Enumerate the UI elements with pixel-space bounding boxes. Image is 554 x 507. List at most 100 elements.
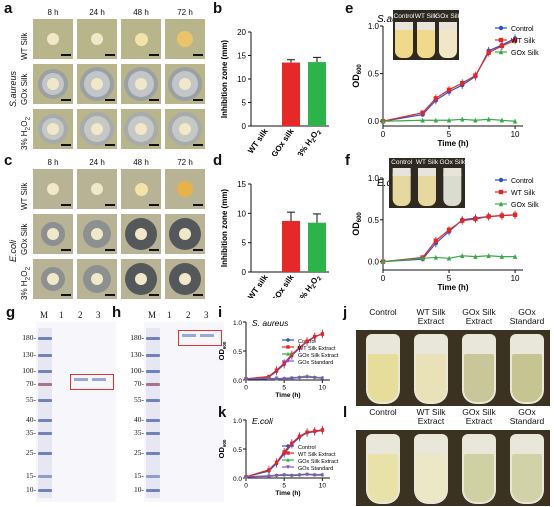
data-point — [498, 49, 504, 55]
marker-label: 130- — [22, 350, 36, 359]
ladder-band — [38, 475, 52, 478]
silk-disc — [47, 78, 59, 90]
data-point — [499, 253, 505, 259]
marker-label: 10- — [26, 485, 36, 494]
panel-label-f: f — [345, 152, 350, 169]
plate-cell — [165, 109, 205, 149]
plate-cell — [33, 19, 73, 59]
x-tick-label: 10 — [319, 385, 327, 392]
ladder-band — [38, 370, 52, 373]
marker-label: 130- — [130, 350, 144, 359]
scale-bar — [105, 249, 115, 251]
scale-bar — [193, 204, 203, 206]
bar — [282, 220, 300, 272]
y-axis-label: OD600 — [217, 439, 227, 458]
legend-label: Control — [511, 178, 534, 185]
marker-label: 180- — [130, 333, 144, 342]
data-point — [433, 117, 439, 123]
panel-label-h: h — [112, 304, 122, 321]
row-label: GOx Silk — [20, 223, 29, 255]
data-point — [512, 118, 518, 124]
plate-cell — [77, 259, 117, 299]
series-line — [382, 214, 516, 263]
panel-label-d: d — [213, 152, 223, 169]
x-tick-label: 10 — [511, 274, 520, 283]
ladder-band — [38, 419, 52, 422]
plate-cell — [77, 19, 117, 59]
tube — [392, 168, 411, 206]
tube-cap — [443, 168, 462, 176]
ladder-band — [146, 370, 160, 373]
y-tick-label: 0.5 — [233, 349, 242, 356]
y-tick-label: 0 — [242, 122, 247, 131]
plate-cell — [165, 214, 205, 254]
data-point — [274, 376, 279, 381]
tube — [417, 22, 435, 58]
time-label: 8 h — [47, 158, 59, 167]
time-label: 8 h — [47, 8, 59, 17]
y-axis-label: OD600 — [217, 341, 227, 360]
scale-bar — [61, 204, 71, 206]
panel-label-k: k — [218, 404, 227, 421]
data-point — [446, 227, 452, 233]
data-point — [486, 253, 491, 258]
silk-disc — [134, 182, 148, 196]
row-label: 3% H2O2 — [20, 116, 32, 150]
silk-disc — [47, 228, 59, 240]
tube-liquid — [464, 354, 494, 402]
x-axis-label: Time (h) — [275, 490, 300, 497]
lane-label: M — [148, 310, 157, 320]
marker-label: 25- — [26, 448, 36, 457]
tube — [443, 168, 462, 206]
scale-bar — [193, 249, 203, 251]
data-point — [486, 214, 491, 219]
data-point — [433, 238, 439, 243]
y-tick-label: 10 — [237, 75, 246, 84]
marker-label: 70- — [134, 379, 144, 388]
data-point — [290, 441, 294, 445]
silk-disc — [91, 78, 103, 90]
scale-bar — [193, 144, 203, 146]
plate-cell — [121, 259, 161, 299]
data-point — [433, 254, 439, 260]
data-point — [473, 117, 478, 123]
chart-title: E.coli — [252, 416, 274, 426]
y-tick-label: 0.5 — [368, 70, 380, 79]
scale-bar — [149, 249, 159, 251]
silk-disc — [179, 273, 191, 285]
ladder-smear — [146, 328, 160, 498]
panel-label-j: j — [343, 304, 348, 321]
x-tick-label: 5 — [447, 130, 452, 139]
data-point — [498, 25, 504, 31]
data-point — [274, 473, 279, 478]
protein-band — [182, 334, 196, 337]
tube-liquid — [416, 454, 446, 502]
data-point — [274, 368, 279, 372]
time-label: 72 h — [177, 158, 193, 167]
legend-label: GOx Silk — [511, 50, 539, 57]
data-point — [290, 376, 294, 381]
data-point — [286, 457, 290, 462]
scale-bar — [105, 54, 115, 56]
data-point — [286, 451, 290, 455]
data-point — [244, 377, 248, 382]
tube-label: GOx Silk Extract — [462, 307, 496, 326]
tube — [395, 22, 413, 58]
ladder-band — [146, 452, 160, 455]
legend-label: GOx Silk Extract — [298, 459, 339, 465]
inset-label: WT Silk — [415, 13, 438, 20]
chart-extract-ecoli: 0.0 0.5 1.0 0 5 10 Time (h) OD600 E.coli ControlW… — [217, 416, 339, 497]
data-point — [499, 117, 505, 123]
chart-inhibition-saureus: 0 5 10 15 20 Inhibition zone (mm) WT silk GOx s… — [220, 28, 329, 156]
y-tick-label: 0 — [242, 268, 247, 277]
marker-label: 15- — [26, 471, 36, 480]
data-point — [499, 43, 505, 49]
x-tick-label: 5 — [282, 483, 286, 490]
panel-label-g: g — [6, 304, 16, 321]
ladder-band — [146, 432, 160, 435]
y-tick-label: 10 — [237, 209, 246, 218]
category-label: 3% H2O2 — [296, 272, 324, 298]
plate-cell — [33, 64, 73, 104]
y-tick-label: 0.0 — [233, 476, 242, 483]
data-point — [380, 258, 386, 264]
